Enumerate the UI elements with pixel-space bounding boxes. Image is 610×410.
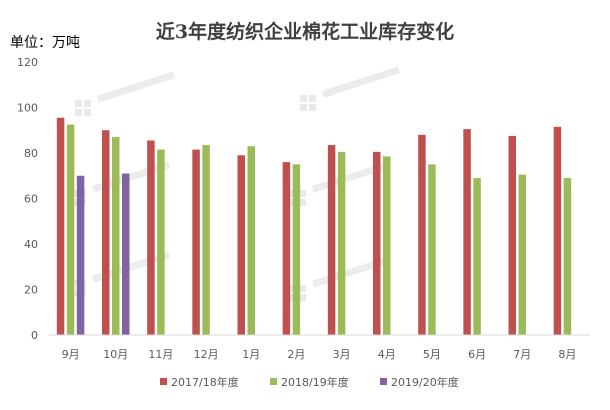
bar bbox=[292, 164, 301, 336]
legend-item: 2018/19年度 bbox=[270, 375, 349, 389]
x-tick-label: 3月 bbox=[333, 348, 351, 361]
bar bbox=[247, 146, 255, 335]
bar bbox=[383, 156, 391, 335]
legend-item: 2017/18年度 bbox=[160, 375, 239, 389]
legend-swatch bbox=[160, 378, 167, 385]
x-tick-label: 2月 bbox=[287, 348, 305, 361]
x-tick-label: 7月 bbox=[513, 348, 531, 361]
bar bbox=[337, 151, 346, 335]
x-tick-label: 12月 bbox=[194, 348, 219, 361]
bar bbox=[157, 149, 165, 335]
x-tick-label: 9月 bbox=[62, 348, 80, 361]
bar bbox=[518, 174, 526, 335]
bar bbox=[473, 178, 481, 335]
bar bbox=[122, 173, 130, 335]
y-tick-label: 60 bbox=[24, 193, 38, 206]
bar bbox=[282, 162, 291, 335]
bar bbox=[237, 155, 245, 335]
bar bbox=[147, 140, 155, 335]
bar bbox=[66, 124, 75, 335]
unit-label: 单位：万吨 bbox=[10, 35, 80, 51]
watermark-logo bbox=[75, 71, 176, 116]
x-tick-label: 11月 bbox=[148, 348, 173, 361]
y-tick-label: 80 bbox=[24, 147, 38, 160]
bar bbox=[56, 117, 65, 336]
chart-title: 近3年度纺织企业棉花工业库存变化 bbox=[156, 20, 454, 43]
y-tick-label: 20 bbox=[24, 284, 38, 297]
x-tick-label: 8月 bbox=[558, 348, 576, 361]
bar bbox=[418, 134, 426, 335]
bar bbox=[112, 137, 120, 335]
y-axis: 0 20 40 60 80 100 120 bbox=[17, 56, 38, 342]
bar bbox=[202, 145, 210, 335]
y-tick-label: 0 bbox=[31, 329, 38, 342]
legend-label: 2019/20年度 bbox=[391, 375, 459, 389]
watermark-logo bbox=[70, 251, 171, 296]
y-tick-label: 40 bbox=[24, 238, 38, 251]
bars bbox=[56, 117, 572, 336]
legend-swatch bbox=[270, 378, 277, 385]
legend-label: 2018/19年度 bbox=[281, 375, 349, 389]
bar bbox=[553, 126, 562, 335]
bar bbox=[508, 135, 516, 335]
x-tick-label: 6月 bbox=[468, 348, 486, 361]
bar bbox=[373, 151, 381, 335]
bar bbox=[428, 164, 436, 336]
bar bbox=[192, 149, 200, 335]
bar bbox=[76, 175, 85, 335]
bar bbox=[463, 129, 471, 335]
x-tick-label: 10月 bbox=[103, 348, 128, 361]
legend-swatch bbox=[380, 378, 387, 385]
bar bbox=[102, 130, 110, 335]
watermark-logo bbox=[300, 66, 401, 111]
watermarks bbox=[70, 66, 401, 301]
x-tick-label: 4月 bbox=[378, 348, 396, 361]
x-tick-label: 1月 bbox=[242, 348, 260, 361]
watermark-logo bbox=[70, 161, 171, 206]
x-tick-label: 5月 bbox=[423, 348, 441, 361]
legend-item: 2019/20年度 bbox=[380, 375, 459, 389]
legend-label: 2017/18年度 bbox=[171, 375, 239, 389]
y-tick-label: 120 bbox=[17, 56, 38, 69]
legend: 2017/18年度 2018/19年度 2019/20年度 bbox=[160, 375, 459, 389]
x-axis: 9月 10月 11月 12月 1月 2月 3月 4月 5月 6月 7月 8月 bbox=[62, 348, 577, 361]
y-tick-label: 100 bbox=[17, 102, 38, 115]
bar bbox=[563, 178, 572, 335]
bar bbox=[327, 145, 336, 335]
